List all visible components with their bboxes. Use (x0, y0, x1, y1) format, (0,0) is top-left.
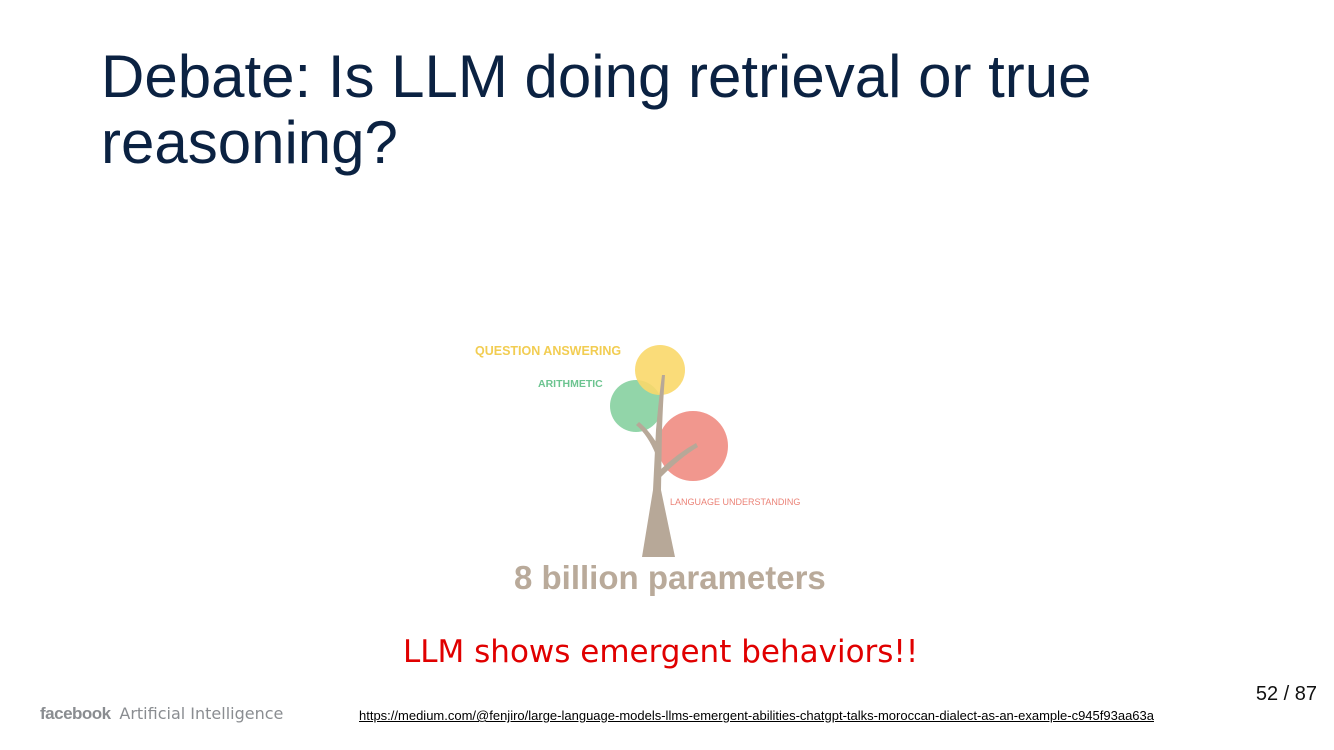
brand-facebook-text: facebook (40, 704, 111, 723)
brand-ai-text: Artificial Intelligence (119, 704, 284, 723)
question-answering-label: QUESTION ANSWERING (475, 344, 622, 358)
facebook-ai-logo: facebook Artificial Intelligence (40, 704, 283, 724)
parameters-count-label: 8 billion parameters (514, 559, 826, 596)
source-link[interactable]: https://medium.com/@fenjiro/large-langua… (359, 708, 1154, 723)
emergent-behaviors-caption: LLM shows emergent behaviors!! (403, 634, 919, 670)
arithmetic-label: ARITHMETIC (538, 378, 603, 390)
arithmetic-circle (610, 380, 662, 432)
question-answering-circle (635, 345, 685, 395)
tree-branch-right (660, 443, 698, 477)
page-number: 52 / 87 (1255, 683, 1317, 705)
tree-illustration (610, 345, 728, 557)
language-understanding-label: LANGUAGE UNDERSTANDING (670, 497, 801, 507)
slide-title: Debate: Is LLM doing retrieval or true r… (101, 43, 1092, 176)
emergent-abilities-tree-figure: QUESTION ANSWERING ARITHMETIC LANGUAGE U… (470, 335, 850, 610)
tree-trunk (642, 375, 675, 557)
tree-branch-left (636, 422, 660, 455)
